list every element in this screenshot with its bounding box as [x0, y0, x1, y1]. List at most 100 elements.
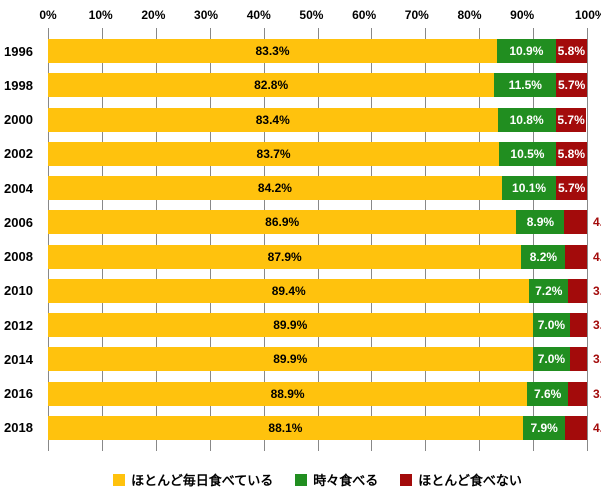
y-axis-label: 2004: [0, 181, 48, 196]
bar-row: 201089.4%7.2%3.5%: [0, 277, 587, 304]
bar-row: 201289.9%7.0%3.1%: [0, 312, 587, 339]
stacked-bar: 87.9%8.2%4.0%: [48, 245, 587, 269]
bar-segment-sometimes: 8.2%: [521, 245, 565, 269]
x-axis-tick-label: 90%: [507, 8, 537, 28]
stacked-bar: 89.4%7.2%3.5%: [48, 279, 587, 303]
y-axis-label: 2006: [0, 215, 48, 230]
bar-row: 200283.7%10.5%5.8%: [0, 140, 587, 167]
bar-segment-rarely: 5.8%: [556, 142, 587, 166]
bar-segment-almost-daily: 88.1%: [48, 416, 523, 440]
y-axis-label: 2014: [0, 352, 48, 367]
bar-segment-almost-daily: 89.9%: [48, 347, 533, 371]
legend-swatch: [295, 474, 307, 486]
bar-segment-rarely: 5.7%: [556, 108, 587, 132]
bar-segment-sometimes: 10.9%: [497, 39, 556, 63]
legend-swatch: [400, 474, 412, 486]
bar-segment-almost-daily: 83.3%: [48, 39, 497, 63]
x-axis-tick-label: 100%: [575, 8, 601, 28]
bar-segment-sometimes: 8.9%: [516, 210, 564, 234]
stacked-bar: 82.8%11.5%5.7%: [48, 73, 587, 97]
legend: ほとんど毎日食べている 時々食べる ほとんど食べない: [48, 470, 587, 489]
bar-segment-sometimes: 7.2%: [529, 279, 568, 303]
stacked-bar: 84.2%10.1%5.7%: [48, 176, 587, 200]
bar-segment-almost-daily: 89.4%: [48, 279, 529, 303]
external-data-label: 4.2%: [593, 215, 601, 229]
stacked-bar: 89.9%7.0%3.1%: [48, 313, 587, 337]
y-axis-label: 1996: [0, 44, 48, 59]
bar-segment-rarely: 5.8%: [556, 39, 587, 63]
bar-segment-rarely: 3.1%: [570, 347, 587, 371]
stacked-bar-chart: 0%10%20%30%40%50%60%70%80%90%100% 199683…: [0, 0, 601, 501]
bar-segment-almost-daily: 89.9%: [48, 313, 533, 337]
bar-row: 200887.9%8.2%4.0%: [0, 243, 587, 270]
y-axis-label: 1998: [0, 78, 48, 93]
stacked-bar: 83.3%10.9%5.8%: [48, 39, 587, 63]
bars-area: 199683.3%10.9%5.8%199882.8%11.5%5.7%2000…: [0, 28, 587, 451]
bar-row: 201489.9%7.0%3.1%: [0, 346, 587, 373]
y-axis-label: 2012: [0, 318, 48, 333]
y-axis-label: 2010: [0, 283, 48, 298]
bar-row: 199882.8%11.5%5.7%: [0, 72, 587, 99]
bar-segment-rarely: 5.7%: [556, 73, 587, 97]
x-axis-top: 0%10%20%30%40%50%60%70%80%90%100%: [48, 8, 587, 28]
x-axis-tick-label: 40%: [244, 8, 274, 28]
x-axis-tick-label: 20%: [138, 8, 168, 28]
bar-segment-rarely: 3.1%: [570, 313, 587, 337]
bar-segment-almost-daily: 87.9%: [48, 245, 521, 269]
external-data-label: 4.0%: [593, 250, 601, 264]
legend-item: 時々食べる: [295, 470, 378, 489]
x-axis-tick-label: 60%: [349, 8, 379, 28]
bar-row: 200484.2%10.1%5.7%: [0, 175, 587, 202]
bar-segment-rarely: 4.2%: [564, 210, 587, 234]
external-data-label: 3.1%: [593, 318, 601, 332]
bar-segment-sometimes: 7.9%: [523, 416, 566, 440]
stacked-bar: 83.7%10.5%5.8%: [48, 142, 587, 166]
bar-segment-sometimes: 10.8%: [498, 108, 556, 132]
x-axis-tick-label: 30%: [191, 8, 221, 28]
x-axis-tick-label: 70%: [402, 8, 432, 28]
bar-row: 201688.9%7.6%3.5%: [0, 380, 587, 407]
y-axis-label: 2016: [0, 386, 48, 401]
x-axis-tick-label: 50%: [296, 8, 326, 28]
external-data-label: 3.5%: [593, 284, 601, 298]
external-data-label: 3.5%: [593, 387, 601, 401]
x-axis-tick-label: 0%: [33, 8, 63, 28]
x-axis-tick-label: 80%: [455, 8, 485, 28]
stacked-bar: 86.9%8.9%4.2%: [48, 210, 587, 234]
bar-segment-almost-daily: 86.9%: [48, 210, 516, 234]
legend-label: ほとんど毎日食べている: [131, 470, 273, 489]
legend-item: ほとんど食べない: [400, 470, 522, 489]
y-axis-label: 2018: [0, 420, 48, 435]
bar-segment-almost-daily: 84.2%: [48, 176, 502, 200]
bar-segment-almost-daily: 82.8%: [48, 73, 494, 97]
bar-segment-rarely: 4.0%: [565, 245, 587, 269]
y-axis-label: 2000: [0, 112, 48, 127]
stacked-bar: 88.9%7.6%3.5%: [48, 382, 587, 406]
bar-segment-sometimes: 7.0%: [533, 313, 571, 337]
stacked-bar: 89.9%7.0%3.1%: [48, 347, 587, 371]
stacked-bar: 88.1%7.9%4.0%: [48, 416, 587, 440]
legend-label: 時々食べる: [313, 470, 378, 489]
stacked-bar: 83.4%10.8%5.7%: [48, 108, 587, 132]
bar-row: 201888.1%7.9%4.0%: [0, 414, 587, 441]
bar-row: 199683.3%10.9%5.8%: [0, 38, 587, 65]
external-data-label: 4.0%: [593, 421, 601, 435]
bar-segment-rarely: 3.5%: [568, 382, 587, 406]
x-axis-tick-label: 10%: [86, 8, 116, 28]
y-axis-label: 2002: [0, 146, 48, 161]
bar-segment-sometimes: 7.0%: [533, 347, 571, 371]
bar-segment-sometimes: 10.5%: [499, 142, 556, 166]
bar-segment-almost-daily: 83.4%: [48, 108, 498, 132]
bar-segment-almost-daily: 88.9%: [48, 382, 527, 406]
bar-row: 200083.4%10.8%5.7%: [0, 106, 587, 133]
bar-segment-sometimes: 11.5%: [494, 73, 556, 97]
legend-swatch: [113, 474, 125, 486]
legend-label: ほとんど食べない: [418, 470, 522, 489]
y-axis-label: 2008: [0, 249, 48, 264]
bar-segment-sometimes: 7.6%: [527, 382, 568, 406]
gridline: [587, 28, 588, 451]
bar-segment-rarely: 5.7%: [556, 176, 587, 200]
bar-row: 200686.9%8.9%4.2%: [0, 209, 587, 236]
bar-segment-sometimes: 10.1%: [502, 176, 556, 200]
bar-segment-rarely: 4.0%: [565, 416, 587, 440]
